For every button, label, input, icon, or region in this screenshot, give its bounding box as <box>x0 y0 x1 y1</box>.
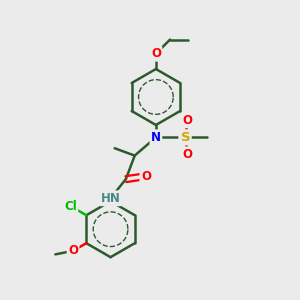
Text: O: O <box>183 148 193 161</box>
Text: O: O <box>183 114 193 127</box>
Text: Cl: Cl <box>64 200 77 213</box>
Text: O: O <box>68 244 78 257</box>
Text: S: S <box>181 131 190 144</box>
Text: N: N <box>151 131 161 144</box>
Text: O: O <box>141 170 151 183</box>
Text: HN: HN <box>100 192 121 205</box>
Text: O: O <box>151 47 161 60</box>
